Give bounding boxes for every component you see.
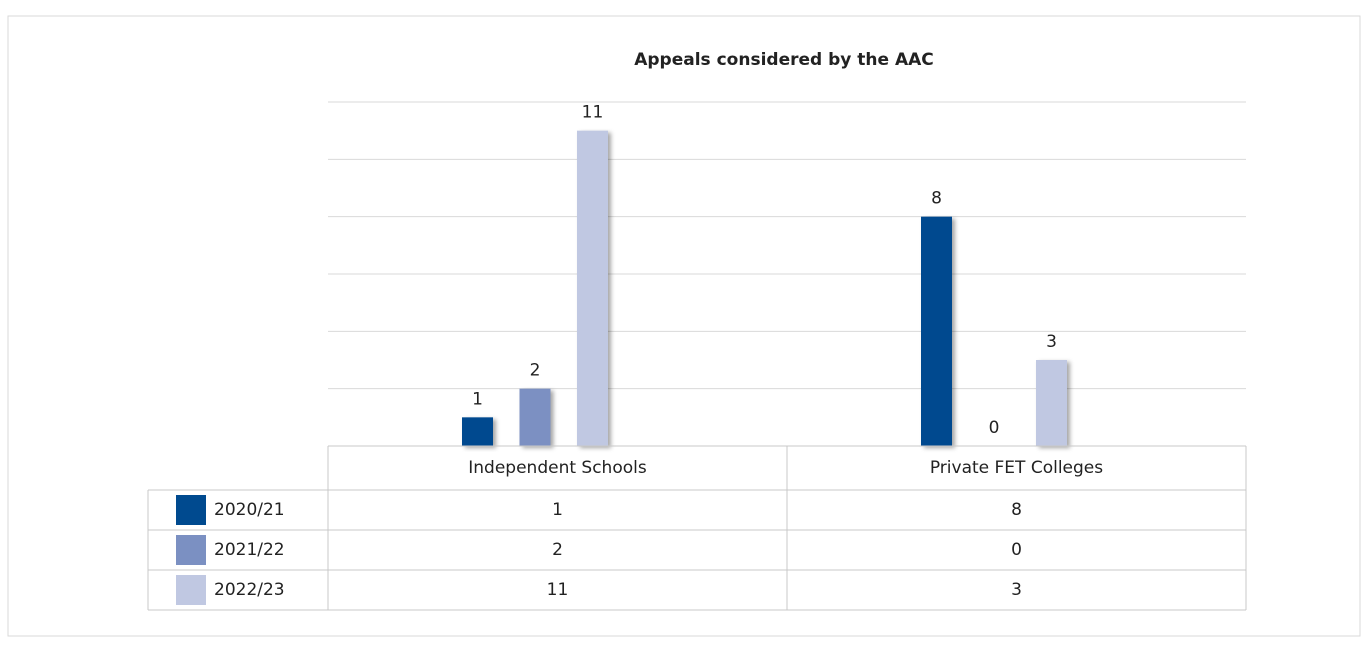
table-value: 1 [552,500,563,520]
bar [1036,360,1067,446]
data-label: 11 [582,103,604,123]
legend-swatch [176,495,206,525]
bar [462,417,493,446]
legend-swatch [176,575,206,605]
x-tick-label: Independent Schools [468,458,647,478]
bar [577,130,608,446]
data-label: 8 [931,189,942,209]
bar [921,216,952,446]
data-label: 1 [472,389,483,409]
bar [519,388,551,446]
legend-label: 2021/22 [214,540,285,560]
x-tick-label: Private FET Colleges [930,458,1103,478]
table-value: 2 [552,540,563,560]
data-label: 0 [989,418,1000,438]
table-value: 8 [1011,500,1022,520]
table-value: 0 [1011,540,1022,560]
legend-label: 2020/21 [214,500,285,520]
chart-border [7,15,1361,637]
legend-swatch [176,535,206,565]
legend-label: 2022/23 [214,580,285,600]
table-value: 11 [547,580,569,600]
table-value: 3 [1011,580,1022,600]
data-label: 2 [530,361,541,381]
chart-title: Appeals considered by the AAC [634,50,934,70]
data-label: 3 [1046,332,1057,352]
